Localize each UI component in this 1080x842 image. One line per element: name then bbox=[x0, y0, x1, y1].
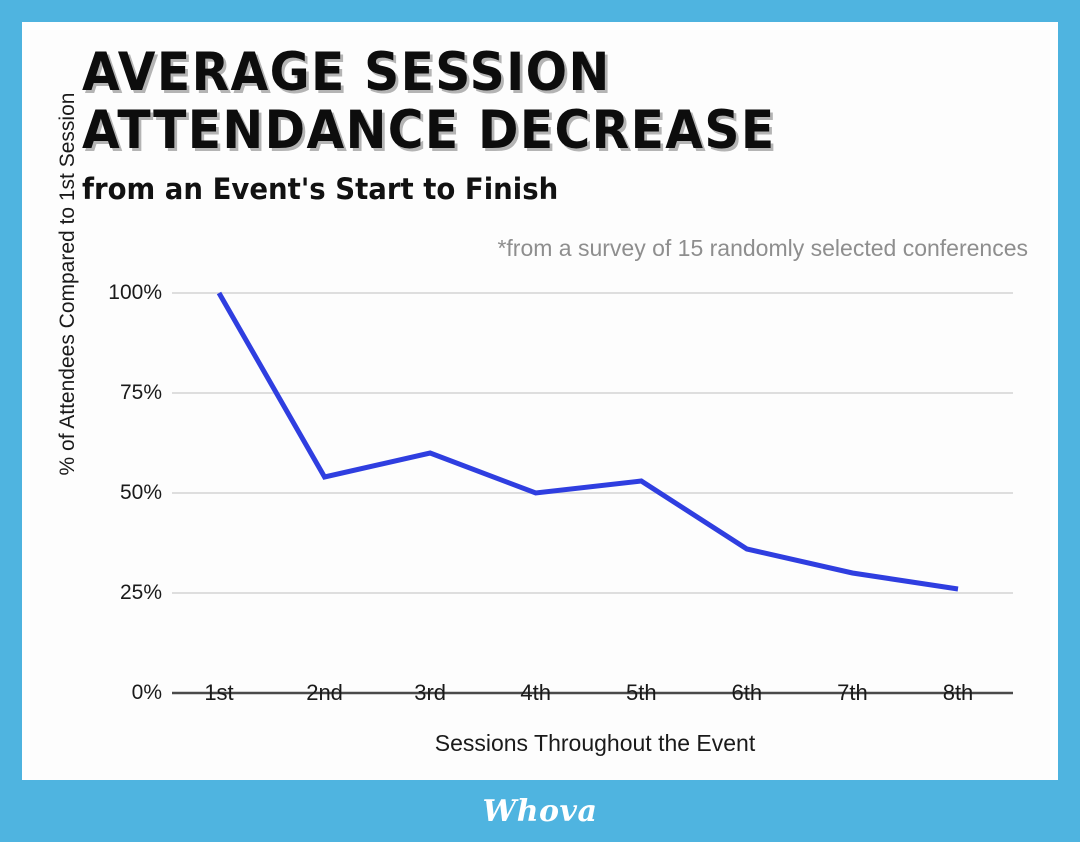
y-axis-tick: 100% bbox=[108, 281, 162, 304]
page-title-line-2: ATTENDANCE DECREASE bbox=[82, 100, 776, 161]
y-axis-tick: 25% bbox=[119, 581, 162, 604]
x-axis-tick: 6th bbox=[731, 680, 763, 705]
x-axis-tick: 4th bbox=[520, 680, 551, 705]
survey-footnote: *from a survey of 15 randomly selected c… bbox=[497, 235, 1028, 261]
chart-card: AVERAGE SESSION ATTENDANCE DECREASE from… bbox=[30, 30, 1050, 780]
x-axis-tick: 2nd bbox=[306, 680, 343, 705]
y-axis-tick-labels: 0% 25% 50% 75% 100% bbox=[54, 30, 162, 780]
plot-canvas bbox=[172, 291, 1013, 695]
title-block: AVERAGE SESSION ATTENDANCE DECREASE from… bbox=[82, 42, 1012, 207]
x-axis-tick: 5th bbox=[625, 680, 657, 705]
y-axis-tick: 75% bbox=[119, 381, 162, 404]
data-series-group bbox=[216, 291, 959, 592]
x-axis-tick: 7th bbox=[837, 680, 868, 705]
line-chart: % of Attendees Compared to 1st Session S… bbox=[30, 30, 1050, 780]
data-line-average-attendance bbox=[216, 291, 959, 592]
whova-logo: Whova bbox=[482, 793, 598, 829]
gridlines bbox=[172, 292, 1013, 695]
x-axis-title: Sessions Throughout the Event bbox=[434, 730, 756, 756]
x-axis-tick: 3rd bbox=[414, 680, 447, 705]
y-axis-tick: 0% bbox=[131, 681, 162, 704]
brand-band: Whova bbox=[0, 780, 1080, 842]
y-axis-tick: 50% bbox=[119, 481, 162, 504]
x-axis-tick: 8th bbox=[942, 680, 974, 705]
page-title-line-1: AVERAGE SESSION bbox=[82, 42, 611, 103]
page-subtitle: from an Event's Start to Finish bbox=[82, 172, 559, 206]
x-axis-tick: 1st bbox=[204, 680, 234, 705]
